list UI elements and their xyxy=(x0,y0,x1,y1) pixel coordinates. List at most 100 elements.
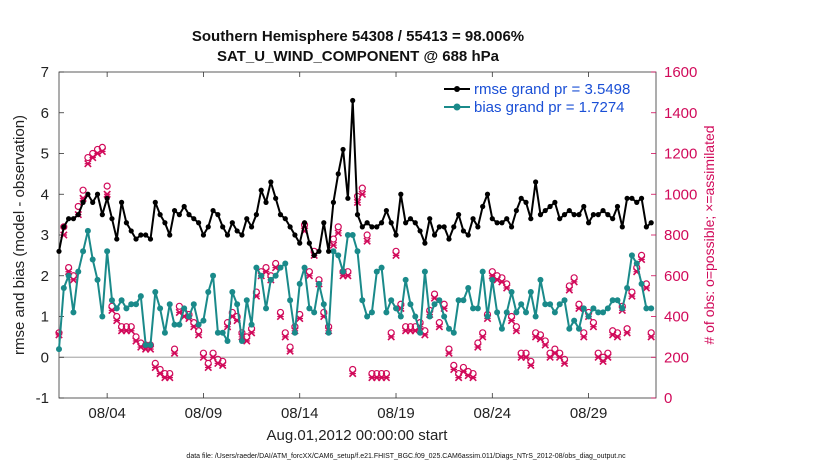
bias-point xyxy=(407,301,414,308)
data-file-footnote: data file: /Users/raeder/DAI/ATM_forcXX/… xyxy=(186,453,626,460)
rmse-point xyxy=(465,232,471,238)
bias-point xyxy=(296,280,303,287)
rmse-point xyxy=(460,228,467,234)
rmse-point xyxy=(595,212,601,218)
bias-point xyxy=(614,297,621,304)
chart-title-line2: SAT_U_WIND_COMPONENT @ 688 hPa xyxy=(217,48,500,65)
y-tick-label: 0 xyxy=(41,349,49,366)
bias-point xyxy=(272,272,279,279)
right-y-tick-label: 1600 xyxy=(664,64,697,81)
obs-assimilated-marker xyxy=(628,292,636,300)
bias-point xyxy=(479,268,486,275)
bias-point xyxy=(508,289,515,296)
y-tick-label: 2 xyxy=(41,268,49,285)
rmse-point xyxy=(634,199,640,205)
bias-point xyxy=(523,309,530,316)
obs-assimilated-marker xyxy=(642,284,651,292)
bias-point xyxy=(229,289,236,296)
rmse-point xyxy=(248,224,255,230)
x-axis-label: Aug.01,2012 00:00:00 start xyxy=(267,427,449,444)
right-y-tick-label: 800 xyxy=(664,227,689,244)
bias-point xyxy=(205,289,212,296)
bias-point xyxy=(166,301,173,308)
rmse-point xyxy=(114,236,120,242)
rmse-point xyxy=(499,220,505,226)
bias-point xyxy=(344,232,351,238)
obs-assimilated-marker xyxy=(637,255,646,264)
bias-point xyxy=(417,329,424,336)
bias-point xyxy=(214,329,221,336)
rmse-point xyxy=(220,224,226,230)
rmse-point xyxy=(581,203,587,210)
rmse-point xyxy=(369,224,375,230)
x-tick-label: 08/14 xyxy=(281,405,319,422)
rmse-point xyxy=(484,191,491,197)
y-tick-label: 5 xyxy=(41,146,49,163)
rmse-point xyxy=(311,252,317,258)
obs-assimilated-marker xyxy=(295,314,304,323)
rmse-point xyxy=(85,191,91,197)
bias-point xyxy=(489,276,496,283)
bias-point xyxy=(243,297,250,304)
bias-point xyxy=(306,305,313,312)
rmse-point xyxy=(104,195,110,201)
obs-assimilated-marker xyxy=(435,322,444,331)
bias-point xyxy=(108,297,115,304)
bias-point xyxy=(484,313,491,320)
bias-point xyxy=(441,313,448,320)
rmse-point xyxy=(340,146,346,153)
rmse-point xyxy=(431,232,438,238)
obs-assimilated-marker xyxy=(469,373,477,382)
y-tick-label: 4 xyxy=(41,186,49,203)
bias-point xyxy=(633,260,640,267)
rmse-point xyxy=(244,216,250,222)
rmse-point xyxy=(585,220,592,226)
obs-assimilated-marker xyxy=(387,333,395,341)
bias-point xyxy=(277,264,284,271)
bias-point xyxy=(65,272,72,279)
bias-point xyxy=(301,264,308,271)
bias-point xyxy=(56,346,62,353)
rmse-point xyxy=(306,240,312,246)
y-tick-label: -1 xyxy=(36,390,49,407)
rmse-point xyxy=(518,195,524,201)
bias-point xyxy=(609,297,616,304)
bias-point xyxy=(465,284,472,291)
right-y-tick-label: 600 xyxy=(664,268,689,285)
rmse-point xyxy=(605,212,611,218)
rmse-point xyxy=(624,195,630,201)
y-tick-label: 3 xyxy=(41,227,49,244)
bias-point xyxy=(152,289,159,296)
rmse-point xyxy=(537,212,544,218)
rmse-point xyxy=(648,220,654,226)
bias-point xyxy=(628,252,635,259)
obs-possible-marker xyxy=(334,223,342,231)
obs-assimilated-marker xyxy=(604,353,612,362)
bias-line xyxy=(58,229,652,350)
rmse-point xyxy=(75,212,81,218)
bias-point xyxy=(470,305,477,312)
bias-point xyxy=(580,305,587,312)
bias-point xyxy=(556,301,563,308)
rmse-point xyxy=(61,224,67,230)
y-axis-label: rmse and bias (model - observation) xyxy=(11,115,28,355)
obs-assimilated-marker xyxy=(623,329,631,337)
bias-point xyxy=(190,301,197,308)
bias-point xyxy=(142,342,149,349)
bias-point xyxy=(551,309,558,316)
bias-point xyxy=(402,276,409,283)
obs-assimilated-marker xyxy=(204,363,213,372)
bias-point xyxy=(537,276,544,283)
obs-assimilated-marker xyxy=(305,271,314,280)
bias-point xyxy=(619,305,626,312)
obs-assimilated-marker xyxy=(103,190,111,199)
rmse-point xyxy=(229,220,235,226)
bias-point xyxy=(263,305,270,312)
rmse-point xyxy=(441,224,447,230)
obs-assimilated-marker xyxy=(589,322,598,331)
bias-point xyxy=(378,264,385,271)
rmse-point xyxy=(335,171,341,177)
bias-point xyxy=(176,321,183,328)
rmse-point xyxy=(513,207,519,214)
rmse-point xyxy=(407,216,414,222)
